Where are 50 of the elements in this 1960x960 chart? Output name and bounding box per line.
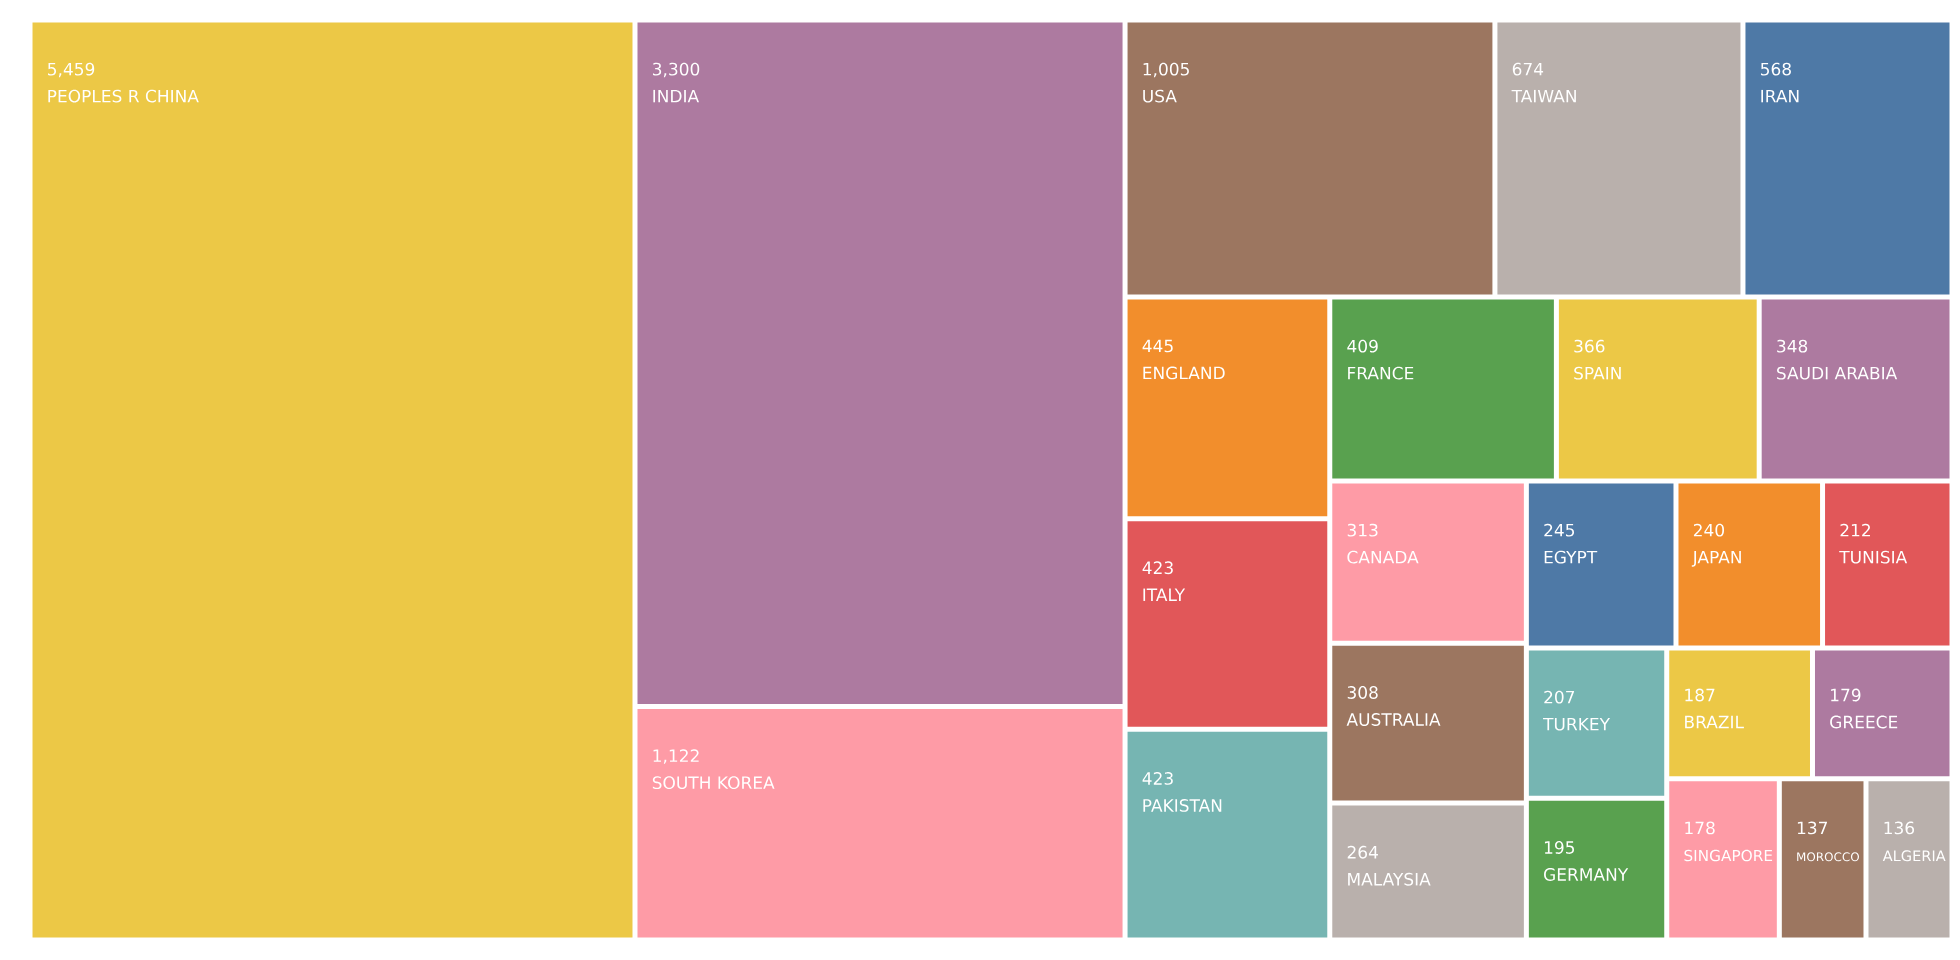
category-label: USA bbox=[1143, 89, 1177, 103]
category-label: ENGLAND bbox=[1143, 366, 1225, 380]
category-label: PEOPLES R CHINA bbox=[48, 89, 199, 103]
category-label: ITALY bbox=[1143, 588, 1186, 601]
category-label: CANADA bbox=[1347, 550, 1419, 564]
category-label: JAPAN bbox=[1691, 550, 1741, 567]
data-label: 568 bbox=[1760, 62, 1791, 76]
data-label: 445 bbox=[1142, 339, 1173, 353]
category-label: GREECE bbox=[1830, 715, 1898, 729]
data-label: 348 bbox=[1777, 339, 1808, 353]
category-label: SOUTH KOREA bbox=[652, 776, 775, 790]
data-label: 3,300 bbox=[652, 62, 700, 78]
data-label: 245 bbox=[1544, 523, 1575, 537]
data-label: 178 bbox=[1685, 821, 1715, 835]
category-label: SPAIN bbox=[1574, 366, 1621, 380]
category-label: TURKEY bbox=[1543, 717, 1611, 731]
data-label: 366 bbox=[1574, 339, 1605, 353]
category-label: AUSTRALIA bbox=[1346, 713, 1441, 726]
category-label: IRAN bbox=[1761, 89, 1799, 103]
data-label: 264 bbox=[1347, 845, 1378, 859]
category-label: FRANCE bbox=[1348, 366, 1414, 380]
category-label: MALAYSIA bbox=[1348, 872, 1431, 886]
data-label: 207 bbox=[1544, 690, 1575, 704]
category-label: TUNISIA bbox=[1839, 550, 1908, 564]
category-label: BRAZIL bbox=[1685, 715, 1744, 729]
data-label: 179 bbox=[1831, 688, 1861, 702]
data-label: 195 bbox=[1544, 841, 1575, 854]
data-label: 187 bbox=[1685, 688, 1715, 702]
category-label: SAUDI ARABIA bbox=[1777, 366, 1898, 380]
category-label: TAIWAN bbox=[1511, 89, 1576, 103]
category-label: ALGERIA bbox=[1882, 850, 1946, 862]
data-label: 674 bbox=[1512, 62, 1544, 76]
data-label: 1,005 bbox=[1143, 62, 1189, 78]
category-label: MOROCCO bbox=[1797, 852, 1860, 862]
data-label: 1,122 bbox=[653, 749, 699, 764]
data-label: 409 bbox=[1347, 339, 1378, 353]
data-label: 308 bbox=[1347, 686, 1378, 699]
data-label: 136 bbox=[1884, 821, 1915, 835]
data-label: 240 bbox=[1693, 523, 1724, 537]
category-label: EGYPT bbox=[1544, 550, 1598, 564]
category-label: GERMANY bbox=[1544, 868, 1629, 881]
data-label: 423 bbox=[1142, 561, 1173, 575]
data-label: 212 bbox=[1840, 523, 1870, 537]
data-label: 137 bbox=[1797, 821, 1828, 835]
category-label: PAKISTAN bbox=[1143, 799, 1222, 812]
category-label: INDIA bbox=[653, 89, 700, 103]
data-label: 313 bbox=[1347, 523, 1378, 537]
data-label: 423 bbox=[1142, 772, 1173, 785]
category-label: SINGAPORE bbox=[1684, 849, 1773, 862]
data-label: 5,459 bbox=[48, 62, 95, 78]
